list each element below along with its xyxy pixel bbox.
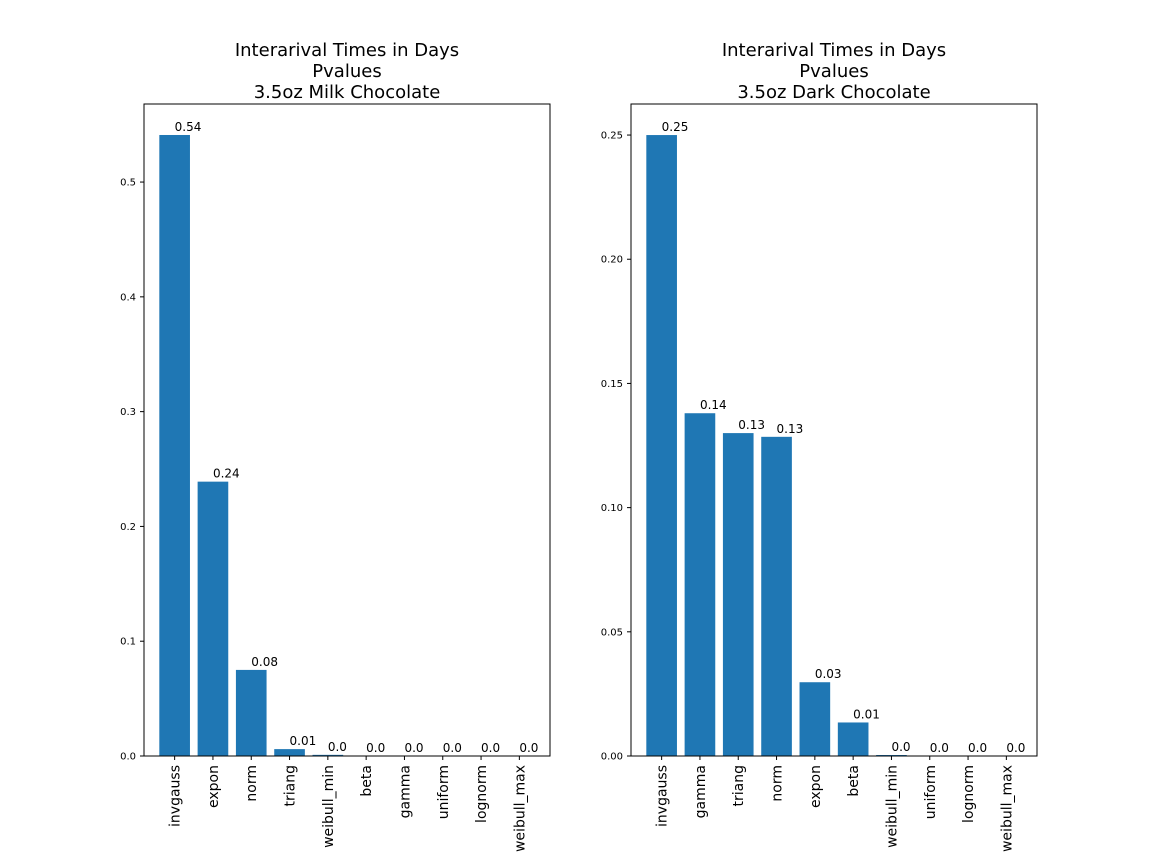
data-label: 0.54 — [175, 120, 202, 134]
x-tick-label: lognorm — [961, 765, 977, 823]
y-tick-label: 0.2 — [120, 522, 136, 533]
data-label: 0.13 — [777, 422, 804, 436]
y-tick-label: 0.0 — [120, 752, 136, 763]
data-label: 0.24 — [213, 467, 240, 481]
x-tick-label: weibull_min — [321, 765, 337, 848]
x-tick-label: norm — [770, 765, 786, 802]
bar-norm — [761, 436, 792, 756]
x-tick-label: gamma — [693, 765, 709, 818]
x-tick-label: weibull_min — [884, 765, 900, 848]
y-tick-label: 0.5 — [120, 178, 136, 189]
x-tick-label: invgauss — [168, 765, 184, 827]
data-label: 0.08 — [251, 655, 278, 669]
x-tick-label: invgauss — [655, 765, 671, 827]
data-label: 0.01 — [290, 734, 317, 748]
x-tick-label: uniform — [923, 765, 939, 819]
data-label: 0.14 — [700, 398, 727, 412]
data-label: 0.0 — [328, 740, 347, 754]
plot-frame — [630, 103, 1038, 757]
bar-norm — [235, 669, 267, 756]
data-label: 0.0 — [404, 741, 423, 755]
x-tick-label: weibull_max — [999, 765, 1015, 852]
chart-title-line: Interarival Times in Days — [235, 40, 459, 61]
y-tick-label: 0.15 — [601, 379, 623, 390]
data-label: 0.0 — [481, 741, 500, 755]
y-tick-label: 0.4 — [120, 292, 136, 303]
data-label: 0.0 — [366, 741, 385, 755]
bar-invgauss — [159, 134, 190, 757]
bar-invgauss — [646, 135, 677, 757]
bar-expon — [197, 481, 229, 756]
x-tick-label: lognorm — [474, 765, 490, 823]
x-tick-label: expon — [808, 765, 824, 808]
x-tick-label: weibull_max — [512, 765, 528, 852]
data-label: 0.0 — [891, 740, 910, 754]
data-label: 0.25 — [662, 120, 689, 134]
y-tick-label: 0.00 — [601, 752, 623, 763]
x-tick-label: triang — [731, 765, 747, 806]
chart-title-line: 3.5oz Dark Chocolate — [737, 82, 930, 103]
y-tick-label: 0.20 — [601, 255, 623, 266]
data-label: 0.13 — [738, 418, 765, 432]
bar-triang — [274, 749, 305, 756]
chart-title-line: Pvalues — [312, 61, 381, 82]
x-tick-label: gamma — [397, 765, 413, 818]
bar-beta — [837, 722, 869, 756]
chart-title-line: 3.5oz Milk Chocolate — [254, 82, 441, 103]
x-tick-label: expon — [206, 765, 222, 808]
chart-title-line: Pvalues — [799, 61, 868, 82]
data-label: 0.0 — [968, 741, 987, 755]
data-label: 0.0 — [1006, 741, 1025, 755]
data-label: 0.01 — [853, 707, 880, 721]
x-tick-label: beta — [846, 765, 862, 797]
data-label: 0.0 — [930, 741, 949, 755]
y-tick-label: 0.25 — [601, 131, 623, 142]
data-label: 0.03 — [815, 667, 842, 681]
chart-title-line: Interarival Times in Days — [722, 40, 946, 61]
y-tick-label: 0.3 — [120, 407, 136, 418]
x-tick-label: beta — [359, 765, 375, 797]
x-tick-label: uniform — [436, 765, 452, 819]
x-tick-label: triang — [283, 765, 299, 806]
x-tick-label: norm — [244, 765, 260, 802]
y-tick-label: 0.05 — [601, 627, 623, 638]
bar-gamma — [684, 413, 716, 756]
y-tick-label: 0.10 — [601, 503, 623, 514]
bar-weibull_min — [312, 754, 344, 756]
y-tick-label: 0.1 — [120, 637, 136, 648]
bar-triang — [722, 433, 754, 756]
bar-expon — [799, 682, 831, 756]
plot-frame — [143, 103, 551, 757]
data-label: 0.0 — [443, 741, 462, 755]
data-label: 0.0 — [519, 741, 538, 755]
